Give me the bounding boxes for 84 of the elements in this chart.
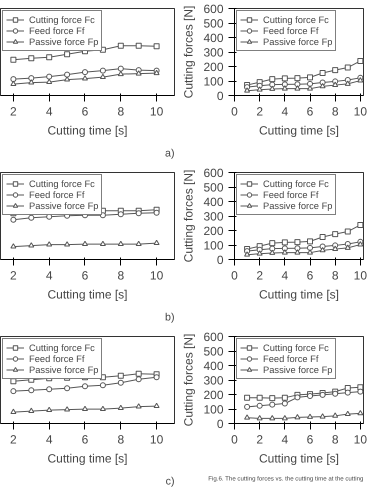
x-tick-label: 8 [332,104,339,118]
y-tick-label: 600 [203,330,224,344]
legend-label: Cutting force Fc [29,14,95,25]
x-tick-label: 6 [306,104,314,118]
y-tick-label: 600 [203,2,224,16]
text: a) [165,148,175,160]
x-tick-label: 8 [117,104,124,118]
x-tick-label: 10 [150,104,164,118]
x-tick-label: 2 [256,432,264,446]
y-tick-label: 100 [203,238,224,252]
y-tick-label: 300 [203,210,224,224]
x-axis-title: Cutting time [s] [47,288,128,302]
legend-label: Feed force Ff [29,353,84,364]
y-tick-label: 400 [203,31,224,45]
y-tick-label: 300 [203,374,224,388]
x-tick-label: 8 [332,268,339,282]
y-axis-title: Cutting forces [N] [181,170,196,262]
y-tick-label: 400 [203,195,224,209]
y-tick-label: 500 [203,180,224,194]
y-tick-label: 600 [203,166,224,180]
x-tick-label: 6 [82,432,89,446]
y-tick-label: 0 [216,89,224,103]
x-tick-label: 4 [46,432,53,446]
x-tick-label: 0 [231,432,238,446]
x-tick-label: 10 [354,104,367,118]
legend-label: Passive force Fp [29,364,98,375]
y-tick-label: 100 [203,74,224,88]
y-tick-label: 0 [216,253,224,267]
y-tick-label: 300 [203,46,224,60]
legend-label: Feed force Ff [263,25,318,36]
legend-label: Cutting force Fc [263,342,329,353]
x-tick-label: 0 [231,104,238,118]
x-tick-label: 6 [82,268,89,282]
x-tick-label: 8 [117,432,124,446]
legend-label: Passive force Fp [263,200,332,211]
x-tick-label: 2 [10,432,18,446]
y-tick-label: 100 [203,402,224,416]
x-axis-title: Cutting time [s] [47,452,128,466]
y-axis-title: Cutting forces [N] [181,6,196,98]
x-tick-label: 8 [117,268,124,282]
y-tick-label: 0 [216,417,224,431]
legend-label: Cutting force Fc [29,342,95,353]
y-tick-label: 500 [203,344,224,358]
y-axis-title: Cutting forces [N] [181,334,196,426]
x-tick-label: 4 [282,432,289,446]
y-tick-label: 500 [203,16,224,30]
x-tick-label: 8 [332,432,339,446]
legend-label: Passive force Fp [263,364,332,375]
x-tick-label: 4 [282,268,289,282]
y-tick-label: 200 [203,60,224,74]
text: b) [165,312,175,324]
x-tick-label: 4 [46,268,53,282]
legend-label: Feed force Ff [263,189,318,200]
y-tick-label: 200 [203,224,224,238]
legend-label: Feed force Ff [29,189,84,200]
x-tick-label: 10 [354,268,367,282]
x-axis-title: Cutting time [s] [47,124,128,138]
legend-label: Passive force Fp [29,36,98,47]
x-tick-label: 10 [354,432,367,446]
y-tick-label: 400 [203,359,224,373]
legend-label: Cutting force Fc [263,14,329,25]
legend-label: Passive force Fp [263,36,332,47]
x-axis-title: Cutting time [s] [258,452,340,466]
x-tick-label: 4 [46,104,53,118]
legend-label: Cutting force Fc [263,178,329,189]
x-tick-label: 6 [82,104,89,118]
x-axis-title: Cutting time [s] [258,124,340,138]
text: c) [166,476,175,488]
x-tick-label: 4 [282,104,289,118]
x-tick-label: 2 [256,104,264,118]
x-tick-label: 0 [231,268,238,282]
legend-label: Feed force Ff [263,353,318,364]
x-tick-label: 10 [150,268,164,282]
x-axis-title: Cutting time [s] [258,288,340,302]
y-tick-label: 200 [203,388,224,402]
x-tick-label: 10 [150,432,164,446]
x-tick-label: 2 [10,104,18,118]
x-tick-label: 6 [306,268,314,282]
legend-label: Feed force Ff [29,25,84,36]
legend-label: Passive force Fp [29,200,98,211]
legend-label: Cutting force Fc [29,178,95,189]
x-tick-label: 2 [10,268,18,282]
x-tick-label: 2 [256,268,264,282]
x-tick-label: 6 [306,432,314,446]
